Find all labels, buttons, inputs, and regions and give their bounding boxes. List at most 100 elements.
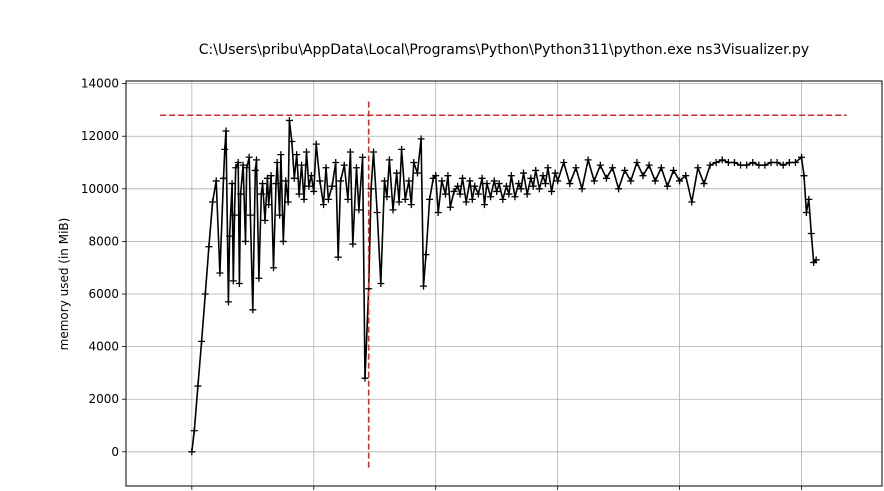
data-point	[220, 174, 228, 182]
data-point	[615, 185, 623, 193]
data-point	[645, 161, 653, 169]
data-point	[527, 174, 535, 182]
data-point	[212, 177, 220, 185]
data-point	[322, 164, 330, 172]
series-line	[191, 120, 817, 452]
data-point	[578, 185, 586, 193]
data-point	[373, 208, 381, 216]
data-point	[205, 243, 213, 251]
data-point	[334, 253, 342, 261]
data-point	[560, 159, 568, 167]
data-point	[370, 148, 378, 156]
data-point	[493, 187, 501, 195]
data-point	[284, 198, 292, 206]
data-point	[663, 182, 671, 190]
data-point	[434, 208, 442, 216]
data-point	[480, 201, 488, 209]
data-point	[307, 172, 315, 180]
data-point	[305, 182, 313, 190]
data-point	[791, 159, 799, 167]
data-point	[328, 182, 336, 190]
data-point	[401, 195, 409, 203]
data-point	[234, 159, 242, 167]
data-point	[444, 172, 452, 180]
data-point	[231, 211, 239, 219]
data-point	[385, 156, 393, 164]
data-point	[224, 298, 232, 306]
data-point	[389, 206, 397, 214]
data-point	[700, 180, 708, 188]
data-point	[272, 180, 280, 188]
data-point	[602, 174, 610, 182]
data-point	[243, 164, 251, 172]
data-point	[282, 177, 290, 185]
data-point	[584, 156, 592, 164]
data-point	[682, 172, 690, 180]
data-point	[651, 177, 659, 185]
data-point	[432, 172, 440, 180]
data-point	[520, 169, 528, 177]
data-point	[590, 177, 598, 185]
data-point	[355, 206, 363, 214]
data-point	[222, 127, 230, 135]
data-point	[499, 195, 507, 203]
data-point	[201, 290, 209, 298]
data-point	[807, 230, 815, 238]
data-point	[694, 164, 702, 172]
data-point	[517, 185, 525, 193]
data-point	[511, 193, 519, 201]
data-point	[381, 177, 389, 185]
data-point	[544, 164, 552, 172]
data-point	[802, 208, 810, 216]
data-point	[377, 280, 385, 287]
data-point	[724, 159, 732, 167]
data-point	[532, 166, 540, 174]
data-point	[779, 161, 787, 169]
data-point	[383, 193, 391, 201]
data-point	[422, 251, 430, 259]
data-point	[290, 174, 298, 182]
data-point	[270, 264, 278, 272]
data-point	[456, 190, 464, 198]
data-point	[237, 190, 245, 198]
data-point	[749, 159, 757, 167]
data-point	[706, 161, 714, 169]
data-point	[265, 201, 273, 209]
y-tick-label: 4000	[88, 340, 119, 354]
data-point	[209, 198, 217, 206]
data-point	[232, 164, 240, 172]
data-point	[505, 190, 513, 198]
data-point	[812, 256, 820, 264]
data-point	[393, 169, 401, 177]
data-point	[800, 172, 808, 180]
data-point	[288, 137, 296, 145]
grid-lines	[126, 81, 882, 486]
data-point	[239, 161, 247, 169]
data-point	[302, 148, 310, 156]
y-tick-label: 2000	[88, 392, 119, 406]
data-point	[276, 211, 284, 219]
data-point	[344, 195, 352, 203]
data-point	[773, 159, 781, 167]
data-point	[263, 174, 271, 182]
data-point	[359, 153, 367, 161]
data-point	[255, 274, 263, 282]
data-point	[312, 140, 320, 148]
data-point	[194, 382, 202, 390]
data-point	[755, 161, 763, 169]
data-point	[478, 174, 486, 182]
data-point	[450, 187, 458, 195]
data-point	[295, 190, 303, 198]
data-point	[285, 116, 293, 124]
data-point	[474, 190, 482, 198]
data-point	[261, 216, 269, 224]
data-point	[229, 277, 237, 285]
chart-title: C:\Users\pribu\AppData\Local\Programs\Py…	[198, 42, 810, 58]
data-point	[737, 161, 745, 169]
data-point	[507, 172, 515, 180]
data-point	[805, 195, 813, 203]
data-point	[267, 172, 275, 180]
data-point	[767, 159, 775, 167]
data-point	[609, 164, 617, 172]
